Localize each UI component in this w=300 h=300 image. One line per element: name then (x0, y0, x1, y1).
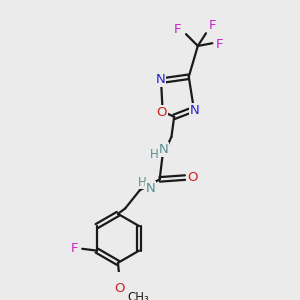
Text: N: N (158, 143, 168, 156)
Text: N: N (146, 182, 155, 195)
Text: F: F (174, 23, 182, 36)
Text: CH₃: CH₃ (127, 291, 149, 300)
Text: O: O (157, 106, 167, 119)
Text: N: N (155, 73, 165, 86)
Text: N: N (190, 103, 200, 117)
Text: O: O (187, 171, 198, 184)
Text: F: F (216, 38, 223, 51)
Text: H: H (138, 176, 147, 189)
Text: O: O (115, 282, 125, 295)
Text: F: F (71, 242, 79, 255)
Text: H: H (150, 148, 159, 161)
Text: F: F (208, 20, 216, 32)
